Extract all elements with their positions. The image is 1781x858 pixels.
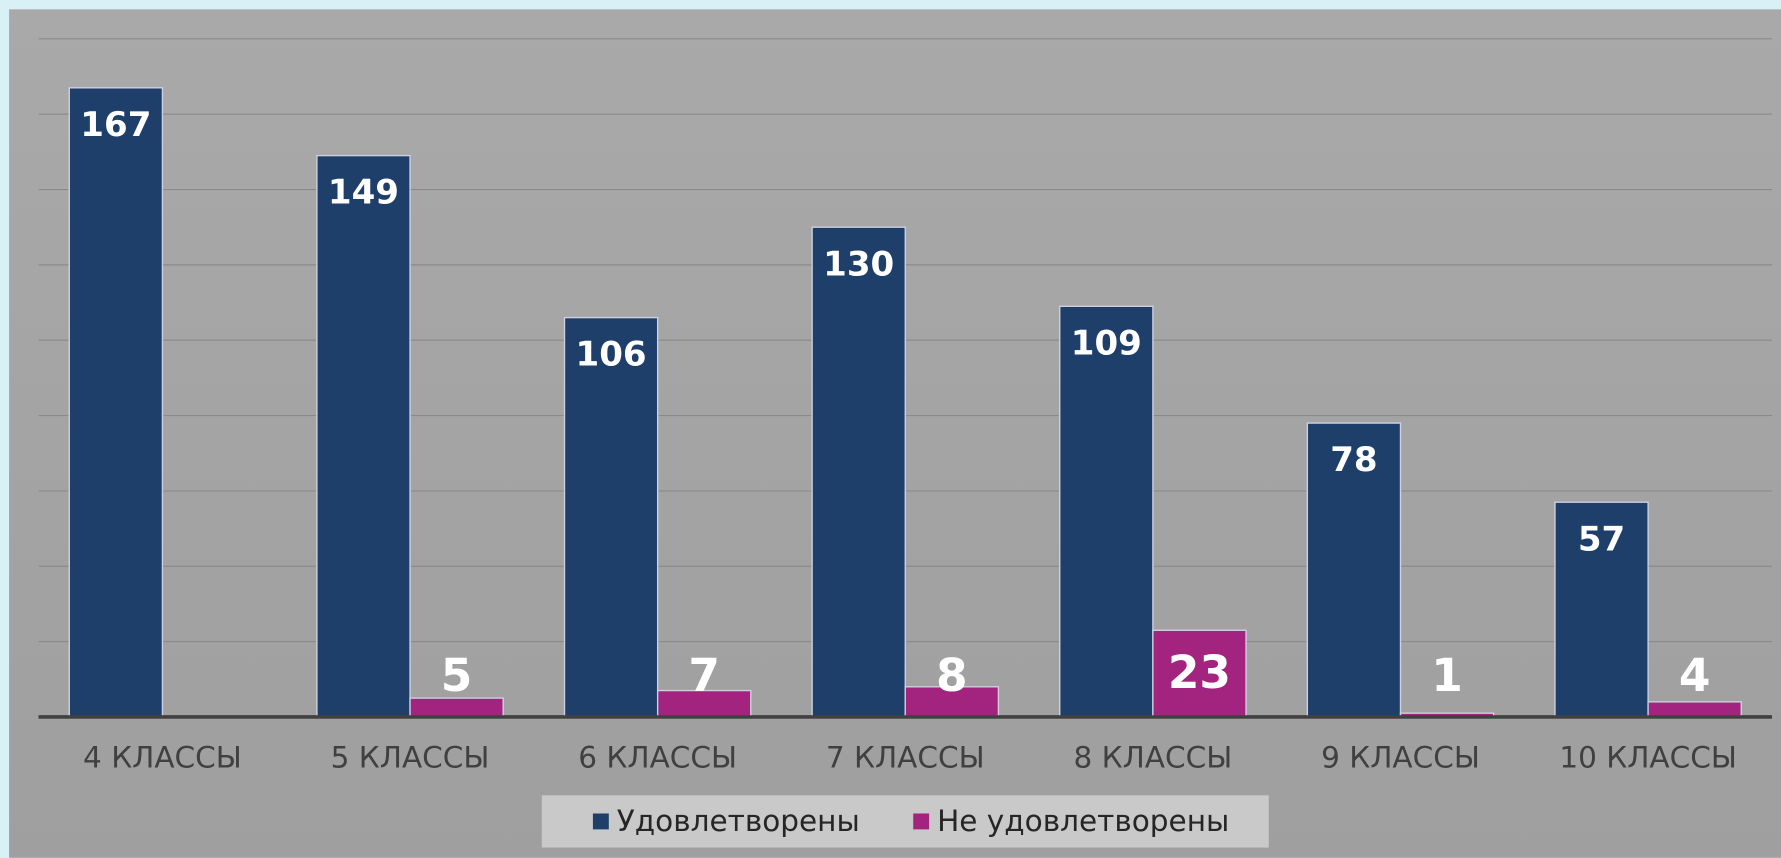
- bar: [1306, 422, 1402, 718]
- marks: 4 КЛАССЫ 167 5 КЛАССЫ 149 5 6 КЛАССЫ 106 7 7 КЛА…: [38, 87, 1772, 774]
- bar: [316, 154, 411, 718]
- data-label: 4: [1679, 649, 1711, 702]
- data-label: 78: [1330, 440, 1377, 480]
- data-label: 106: [576, 335, 647, 375]
- x-tick-label: 10 КЛАССЫ: [1559, 740, 1737, 774]
- bar: [1059, 305, 1154, 718]
- data-label: 130: [823, 244, 894, 284]
- data-label: 7: [688, 649, 720, 702]
- bar: [656, 689, 752, 718]
- legend-label: Не удовлетворены: [937, 804, 1229, 838]
- legend: Удовлетворены Не удовлетворены: [592, 804, 1229, 838]
- legend-swatch: [913, 813, 930, 830]
- legend-label: Удовлетворены: [617, 804, 860, 838]
- data-label: 23: [1168, 646, 1231, 699]
- data-label: 167: [80, 105, 151, 145]
- data-label: 149: [328, 173, 399, 213]
- bar: [904, 686, 1000, 718]
- bar: [1554, 501, 1649, 718]
- data-label: 5: [441, 649, 473, 702]
- x-tick-label: 7 КЛАССЫ: [826, 740, 985, 774]
- data-label: 8: [936, 649, 968, 702]
- legend-swatch: [592, 813, 609, 830]
- data-label: 1: [1431, 649, 1463, 702]
- bar: [811, 226, 906, 718]
- x-tick-label: 5 КЛАССЫ: [331, 740, 490, 774]
- data-label: 57: [1578, 519, 1625, 559]
- bar: [1647, 701, 1742, 718]
- data-label: 109: [1071, 323, 1142, 363]
- x-tick-label: 8 КЛАССЫ: [1073, 740, 1232, 774]
- legend-box: [541, 795, 1269, 848]
- x-tick-label: 6 КЛАССЫ: [578, 740, 737, 774]
- x-tick-label: 4 КЛАССЫ: [83, 740, 242, 774]
- bar: [1152, 629, 1247, 718]
- x-tick-label: 9 КЛАССЫ: [1321, 740, 1480, 774]
- bar: [68, 87, 164, 718]
- bar: [563, 316, 659, 718]
